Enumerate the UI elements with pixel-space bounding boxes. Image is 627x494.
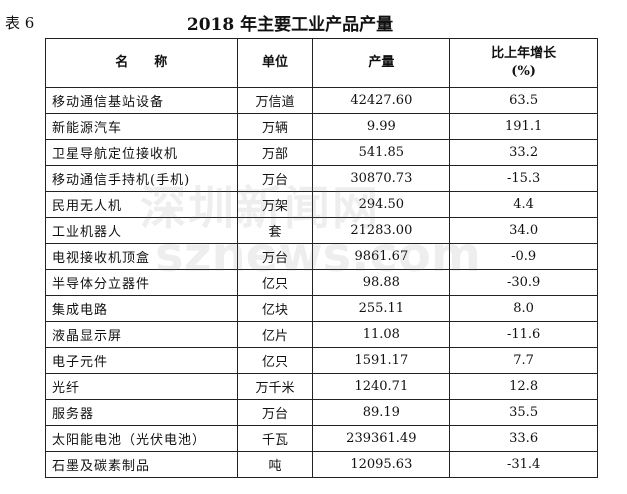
table-cell: 移动通信手持机(手机) [45, 165, 238, 192]
table-cell: 移动通信基站设备 [45, 87, 238, 114]
table-row: 民用无人机 万架 294.50 4.4 [45, 191, 598, 218]
table-cell: 1240.71 [312, 373, 451, 400]
table-cell: 万台 [236, 243, 314, 270]
table-cell: 集成电路 [45, 295, 238, 322]
table-cell: 541.85 [312, 139, 451, 166]
table-cell: 千瓦 [236, 425, 314, 452]
table-cell: 万架 [236, 191, 314, 218]
table-row: 半导体分立器件 亿只 98.88 -30.9 [45, 269, 598, 296]
table-row: 太阳能电池（光伏电池） 千瓦 239361.49 33.6 [45, 425, 598, 452]
table-cell: 亿只 [236, 269, 314, 296]
header-cell: 名 称 [45, 38, 238, 88]
table-cell: 33.2 [449, 139, 598, 166]
data-table: 名 称单位 产量 比上年增长 (%) 移动通信基站设备 万信道 42427.60 63.5… [45, 38, 598, 478]
table-row: 移动通信基站设备 万信道 42427.60 63.5 [45, 87, 598, 114]
header-cell: 产量 [312, 38, 451, 88]
table-cell: 套 [236, 217, 314, 244]
table-cell: 吨 [236, 451, 314, 478]
table-cell: 9.99 [312, 113, 451, 140]
table-cell: -30.9 [449, 269, 598, 296]
table-row: 电视接收机顶盒 万台 9861.67 -0.9 [45, 243, 598, 270]
table-cell: 191.1 [449, 113, 598, 140]
table-row: 液晶显示屏 亿片 11.08 -11.6 [45, 321, 598, 348]
table-cell: 半导体分立器件 [45, 269, 238, 296]
table-cell: 民用无人机 [45, 191, 238, 218]
table-cell: -15.3 [449, 165, 598, 192]
table-body: 移动通信基站设备 万信道 42427.60 63.5 新能源汽车 万辆 9.99 191.1 卫… [45, 87, 598, 478]
table-cell: 卫星导航定位接收机 [45, 139, 238, 166]
table-cell: 34.0 [449, 217, 598, 244]
table-row: 服务器 万台 89.19 35.5 [45, 399, 598, 426]
table-cell: 294.50 [312, 191, 451, 218]
header-cell: 比上年增长 (%) [449, 38, 598, 88]
table-cell: 工业机器人 [45, 217, 238, 244]
table-cell: 8.0 [449, 295, 598, 322]
table-cell: 亿块 [236, 295, 314, 322]
table-cell: 98.88 [312, 269, 451, 296]
table-cell: 万辆 [236, 113, 314, 140]
table-cell: 4.4 [449, 191, 598, 218]
table-cell: 石墨及碳素制品 [45, 451, 238, 478]
table-cell: -0.9 [449, 243, 598, 270]
table-row: 光纤 万千米 1240.71 12.8 [45, 373, 598, 400]
table-cell: 239361.49 [312, 425, 451, 452]
title: 2018 年主要工业产品产量 [186, 15, 394, 35]
table-cell: 12095.63 [312, 451, 451, 478]
table-cell: 电视接收机顶盒 [45, 243, 238, 270]
table-cell: 89.19 [312, 399, 451, 426]
table-cell: 太阳能电池（光伏电池） [45, 425, 238, 452]
table-cell: 9861.67 [312, 243, 451, 270]
table-cell: 33.6 [449, 425, 598, 452]
table-cell: 万信道 [236, 87, 314, 114]
table-row: 集成电路 亿块 255.11 8.0 [45, 295, 598, 322]
table-cell: 光纤 [45, 373, 238, 400]
table-cell: 12.8 [449, 373, 598, 400]
table-row: 工业机器人套 21283.00 34.0 [45, 217, 598, 244]
table-cell: 63.5 [449, 87, 598, 114]
table-cell: 30870.73 [312, 165, 451, 192]
table-cell: 21283.00 [312, 217, 451, 244]
header-row: 名 称单位 产量 比上年增长 (%) [45, 38, 598, 88]
table-row: 移动通信手持机(手机) 万台 30870.73 -15.3 [45, 165, 598, 192]
table-cell: 1591.17 [312, 347, 451, 374]
table-cell: 亿片 [236, 321, 314, 348]
table-cell: 万台 [236, 399, 314, 426]
table-cell: 万台 [236, 165, 314, 192]
table-row: 卫星导航定位接收机 万部 541.85 33.2 [45, 139, 598, 166]
table-cell: 11.08 [312, 321, 451, 348]
table-row: 电子元件 亿只 1591.17 7.7 [45, 347, 598, 374]
table-label: 表 6 [5, 14, 35, 32]
table-cell: 服务器 [45, 399, 238, 426]
table-cell: 新能源汽车 [45, 113, 238, 140]
table-cell: 电子元件 [45, 347, 238, 374]
table-cell: -11.6 [449, 321, 598, 348]
table-cell: -31.4 [449, 451, 598, 478]
table-cell: 亿只 [236, 347, 314, 374]
table-row: 新能源汽车 万辆 9.99 191.1 [45, 113, 598, 140]
table-cell: 35.5 [449, 399, 598, 426]
table-cell: 255.11 [312, 295, 451, 322]
table-cell: 万部 [236, 139, 314, 166]
table-cell: 42427.60 [312, 87, 451, 114]
table-cell: 万千米 [236, 373, 314, 400]
header-cell: 单位 [236, 38, 314, 88]
table-cell: 液晶显示屏 [45, 321, 238, 348]
table-cell: 7.7 [449, 347, 598, 374]
table-row: 石墨及碳素制品吨 12095.63 -31.4 [45, 451, 598, 478]
